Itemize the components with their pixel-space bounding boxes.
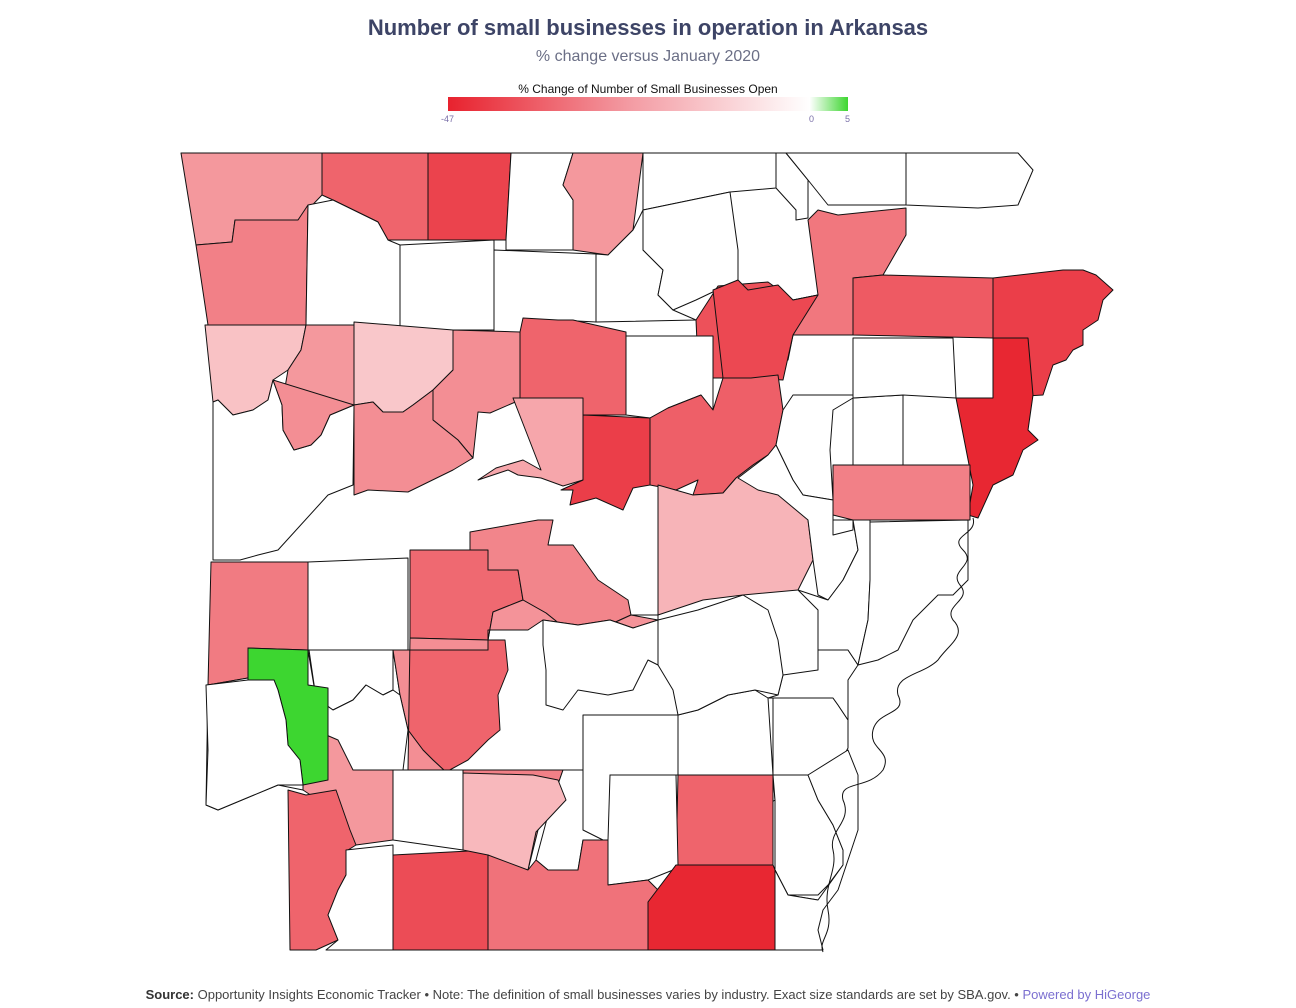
county[interactable]: [676, 775, 773, 865]
chart-subtitle: % change versus January 2020: [0, 48, 1296, 66]
county[interactable]: [833, 465, 970, 520]
county[interactable]: [853, 395, 903, 468]
county[interactable]: [906, 153, 1033, 208]
county[interactable]: [853, 275, 993, 338]
color-legend: % Change of Number of Small Businesses O…: [440, 80, 856, 126]
county[interactable]: [648, 865, 775, 950]
county[interactable]: [858, 520, 968, 665]
legend-max-label: 5: [845, 114, 850, 124]
county[interactable]: [543, 620, 658, 710]
legend-title: % Change of Number of Small Businesses O…: [440, 82, 856, 96]
county[interactable]: [400, 240, 494, 330]
county[interactable]: [608, 775, 678, 885]
arkansas-county-map: [178, 150, 1123, 956]
legend-zero-label: 0: [809, 114, 814, 124]
source-text: Opportunity Insights Economic Tracker • …: [198, 987, 1019, 1002]
legend-gradient-bar: [448, 97, 848, 111]
legend-min-label: -47: [441, 114, 454, 124]
county[interactable]: [506, 153, 573, 250]
chart-title: Number of small businesses in operation …: [0, 15, 1296, 41]
footer-note: Source: Opportunity Insights Economic Tr…: [0, 987, 1296, 1002]
county[interactable]: [308, 558, 408, 650]
county[interactable]: [393, 850, 488, 950]
source-label: Source:: [146, 987, 194, 1002]
county[interactable]: [853, 338, 956, 398]
powered-by-link[interactable]: Powered by HiGeorge: [1023, 987, 1151, 1002]
county[interactable]: [393, 770, 463, 850]
county[interactable]: [428, 153, 511, 240]
